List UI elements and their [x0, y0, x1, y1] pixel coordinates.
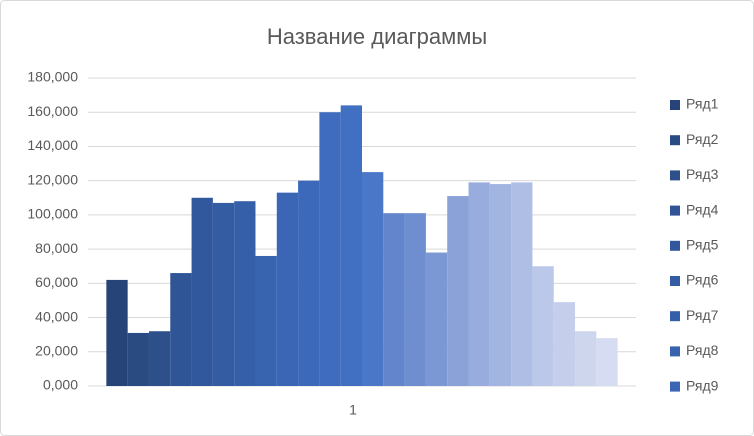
y-tick-label: 0,000 — [43, 377, 78, 393]
bar — [191, 197, 213, 386]
chart-title: Название диаграммы — [267, 24, 487, 49]
legend-label: Ряд9 — [686, 377, 719, 393]
bar — [106, 279, 128, 386]
legend-label: Ряд4 — [686, 201, 719, 217]
bar — [468, 182, 490, 386]
y-tick-label: 140,000 — [27, 137, 78, 153]
y-tick-label: 40,000 — [35, 308, 78, 324]
bar — [575, 331, 597, 386]
bar — [553, 302, 576, 386]
legend-label: Ряд1 — [686, 96, 719, 112]
y-tick-label: 100,000 — [27, 206, 78, 222]
y-tick-label: 120,000 — [27, 171, 78, 187]
bar — [532, 266, 554, 386]
bar — [298, 180, 320, 386]
bar — [340, 105, 362, 386]
bar — [148, 331, 171, 386]
legend-swatch — [670, 381, 680, 392]
legend-label: Ряд2 — [686, 131, 719, 147]
y-tick-label: 160,000 — [27, 103, 78, 119]
legend-label: Ряд3 — [686, 166, 719, 182]
bar — [425, 252, 448, 386]
y-tick-label: 180,000 — [27, 69, 78, 85]
bar — [383, 213, 405, 386]
legend-swatch — [670, 205, 680, 216]
bar — [362, 172, 384, 386]
bar — [404, 213, 426, 386]
bar — [127, 332, 149, 386]
legend-label: Ряд5 — [686, 237, 719, 253]
bar — [170, 273, 192, 386]
legend-label: Ряд7 — [686, 307, 719, 323]
bar — [447, 196, 469, 386]
x-tick-label: 1 — [349, 402, 357, 418]
legend-swatch — [670, 170, 680, 181]
y-tick-label: 60,000 — [35, 274, 78, 290]
bar — [255, 255, 277, 386]
legend-swatch — [670, 100, 680, 110]
bar — [596, 338, 618, 386]
y-tick-label: 20,000 — [35, 342, 78, 358]
legend-swatch — [670, 346, 680, 357]
legend-label: Ряд6 — [686, 272, 719, 288]
y-tick-label: 80,000 — [35, 240, 78, 256]
legend-swatch — [670, 240, 680, 251]
legend-label: Ряд8 — [686, 342, 719, 358]
bar — [234, 201, 256, 386]
bar — [489, 184, 512, 386]
bar — [319, 112, 341, 386]
legend-swatch — [670, 135, 680, 146]
bar — [276, 192, 299, 386]
bar — [212, 202, 235, 386]
legend-swatch — [670, 276, 680, 286]
legend-swatch — [670, 311, 680, 322]
bar — [511, 182, 533, 386]
